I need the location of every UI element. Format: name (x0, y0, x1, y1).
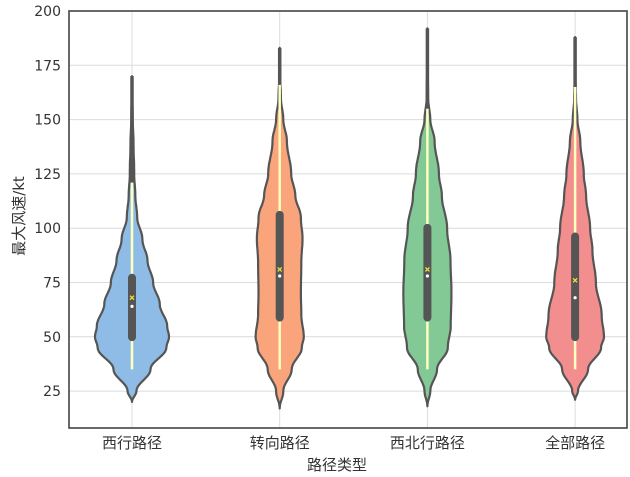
plot-frame (68, 10, 628, 429)
y-tick-label: 100 (34, 221, 61, 237)
median-marker (130, 304, 134, 308)
violins (93, 27, 606, 410)
x-tick-label: 转向路径 (250, 434, 310, 452)
y-tick-label: 125 (34, 167, 61, 183)
median-marker (425, 274, 429, 278)
violin-2 (254, 46, 305, 410)
violin-4 (545, 36, 606, 401)
y-tick-label: 50 (43, 330, 61, 346)
median-marker (573, 296, 577, 300)
mean-marker (424, 266, 430, 272)
y-tick-label: 150 (34, 113, 61, 129)
x-tick-label: 西北行路径 (390, 434, 465, 452)
x-tick-label: 全部路径 (545, 434, 605, 452)
mean-marker (277, 266, 283, 272)
x-tick-label: 西行路径 (102, 434, 162, 452)
mean-marker (572, 277, 578, 283)
iqr-box (275, 210, 284, 322)
mean-marker (129, 295, 135, 301)
y-tick-label: 75 (43, 275, 61, 291)
x-tick-labels: 西行路径 转向路径 西北行路径 全部路径 (102, 434, 605, 452)
y-tick-label: 175 (34, 58, 61, 74)
y-tick-label: 25 (43, 384, 61, 400)
iqr-box (423, 223, 432, 322)
median-marker (278, 274, 282, 278)
y-tick-label: 200 (34, 4, 61, 20)
y-axis-label: 最大风速/kt (10, 176, 28, 256)
iqr-box (571, 232, 580, 342)
y-tick-labels: 25 50 75 100 125 150 175 200 (34, 4, 61, 400)
violin-1 (93, 75, 171, 403)
x-axis-label: 路径类型 (307, 456, 367, 474)
violin-3 (402, 27, 453, 408)
